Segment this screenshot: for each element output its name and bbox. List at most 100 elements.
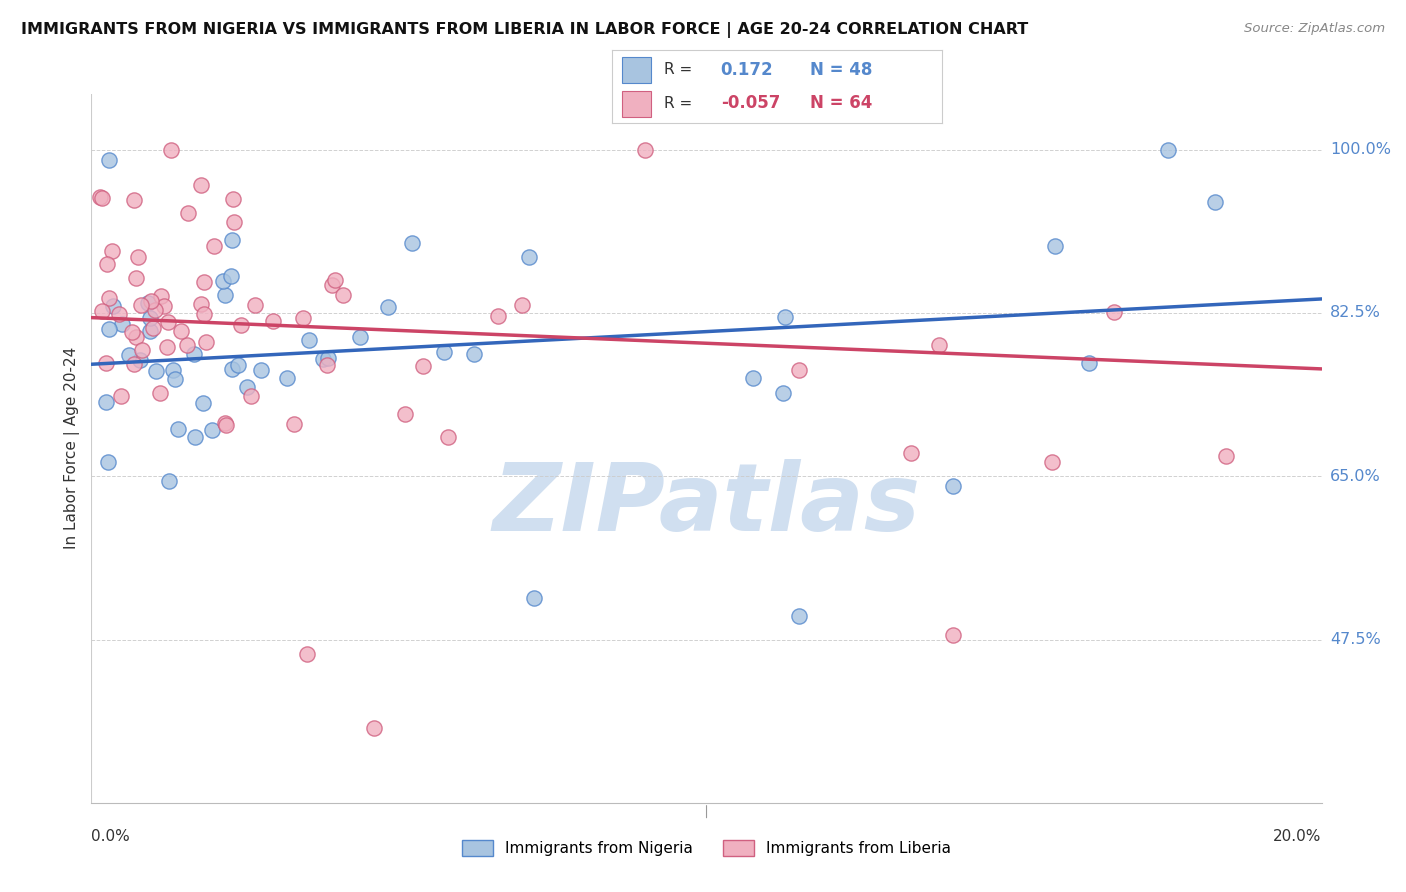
FancyBboxPatch shape bbox=[621, 91, 651, 117]
Point bbox=[401, 236, 423, 251]
Point bbox=[363, 721, 385, 735]
Point bbox=[191, 396, 214, 410]
Point bbox=[127, 250, 149, 264]
Point bbox=[101, 299, 124, 313]
Text: N = 64: N = 64 bbox=[810, 95, 872, 112]
Text: 82.5%: 82.5% bbox=[1330, 305, 1381, 320]
Point bbox=[156, 340, 179, 354]
Point bbox=[243, 297, 266, 311]
Point bbox=[190, 178, 212, 193]
Point bbox=[176, 337, 198, 351]
Point bbox=[190, 297, 212, 311]
Point bbox=[162, 362, 184, 376]
Point bbox=[129, 298, 152, 312]
Point bbox=[942, 478, 965, 492]
Point bbox=[221, 361, 243, 376]
Point bbox=[96, 394, 118, 409]
Point bbox=[349, 329, 371, 343]
Point bbox=[226, 359, 249, 373]
Point bbox=[239, 389, 262, 403]
Text: 65.0%: 65.0% bbox=[1330, 468, 1381, 483]
Point bbox=[195, 334, 218, 349]
Point bbox=[212, 274, 235, 288]
Point bbox=[394, 408, 416, 422]
Point bbox=[153, 300, 176, 314]
Text: R =: R = bbox=[665, 95, 693, 111]
Point bbox=[262, 314, 284, 328]
Point bbox=[94, 356, 117, 370]
Text: 20.0%: 20.0% bbox=[1274, 829, 1322, 844]
Point bbox=[167, 422, 190, 436]
Point bbox=[214, 288, 236, 302]
Point bbox=[89, 190, 111, 204]
Point bbox=[787, 363, 810, 377]
Point bbox=[523, 591, 546, 605]
Point bbox=[139, 324, 162, 338]
Point bbox=[160, 143, 183, 157]
Text: N = 48: N = 48 bbox=[810, 61, 872, 78]
Point bbox=[193, 307, 215, 321]
Point bbox=[1043, 239, 1066, 253]
Point bbox=[101, 244, 124, 259]
Point bbox=[412, 359, 434, 373]
Text: 47.5%: 47.5% bbox=[1330, 632, 1381, 647]
Point bbox=[1204, 194, 1226, 209]
Point bbox=[142, 321, 165, 335]
Point bbox=[321, 277, 343, 292]
Point bbox=[332, 288, 354, 302]
Point bbox=[236, 379, 259, 393]
Point bbox=[229, 318, 252, 332]
Point bbox=[176, 206, 198, 220]
Point bbox=[250, 363, 273, 377]
Point bbox=[145, 302, 167, 317]
Point bbox=[323, 273, 346, 287]
Point bbox=[184, 430, 207, 444]
Text: 100.0%: 100.0% bbox=[1330, 142, 1391, 157]
Point bbox=[97, 455, 120, 469]
Point bbox=[149, 385, 172, 400]
Point bbox=[224, 215, 246, 229]
Point bbox=[316, 358, 339, 372]
Point bbox=[138, 310, 160, 325]
Point bbox=[787, 609, 810, 624]
Y-axis label: In Labor Force | Age 20-24: In Labor Force | Age 20-24 bbox=[65, 347, 80, 549]
Point bbox=[773, 310, 796, 324]
Point bbox=[1104, 304, 1126, 318]
Point bbox=[1040, 455, 1063, 469]
Point bbox=[111, 317, 134, 331]
Point bbox=[377, 300, 399, 314]
Point bbox=[110, 389, 132, 403]
Point bbox=[97, 322, 120, 336]
Point bbox=[437, 430, 460, 444]
Point bbox=[221, 233, 243, 247]
Point bbox=[283, 417, 305, 431]
Text: Source: ZipAtlas.com: Source: ZipAtlas.com bbox=[1244, 22, 1385, 36]
Point bbox=[772, 386, 794, 401]
Point bbox=[900, 446, 922, 460]
Point bbox=[129, 353, 152, 368]
Point bbox=[90, 191, 112, 205]
Text: IMMIGRANTS FROM NIGERIA VS IMMIGRANTS FROM LIBERIA IN LABOR FORCE | AGE 20-24 CO: IMMIGRANTS FROM NIGERIA VS IMMIGRANTS FR… bbox=[21, 22, 1028, 38]
Point bbox=[316, 351, 339, 366]
Point bbox=[942, 628, 965, 642]
Point bbox=[510, 298, 533, 312]
Point bbox=[136, 296, 159, 310]
FancyBboxPatch shape bbox=[621, 56, 651, 83]
Text: 0.0%: 0.0% bbox=[91, 829, 131, 844]
Point bbox=[122, 357, 145, 371]
Point bbox=[295, 647, 318, 661]
Point bbox=[149, 289, 172, 303]
Point bbox=[139, 293, 162, 308]
Text: R =: R = bbox=[665, 62, 693, 78]
Point bbox=[122, 194, 145, 208]
Point bbox=[98, 153, 121, 167]
Point bbox=[214, 417, 236, 431]
Point bbox=[433, 345, 456, 359]
Point bbox=[125, 329, 148, 343]
Point bbox=[163, 372, 186, 386]
Point bbox=[1215, 449, 1237, 463]
Text: -0.057: -0.057 bbox=[721, 95, 780, 112]
Point bbox=[121, 325, 143, 339]
Point bbox=[486, 309, 509, 323]
Point bbox=[183, 347, 205, 361]
